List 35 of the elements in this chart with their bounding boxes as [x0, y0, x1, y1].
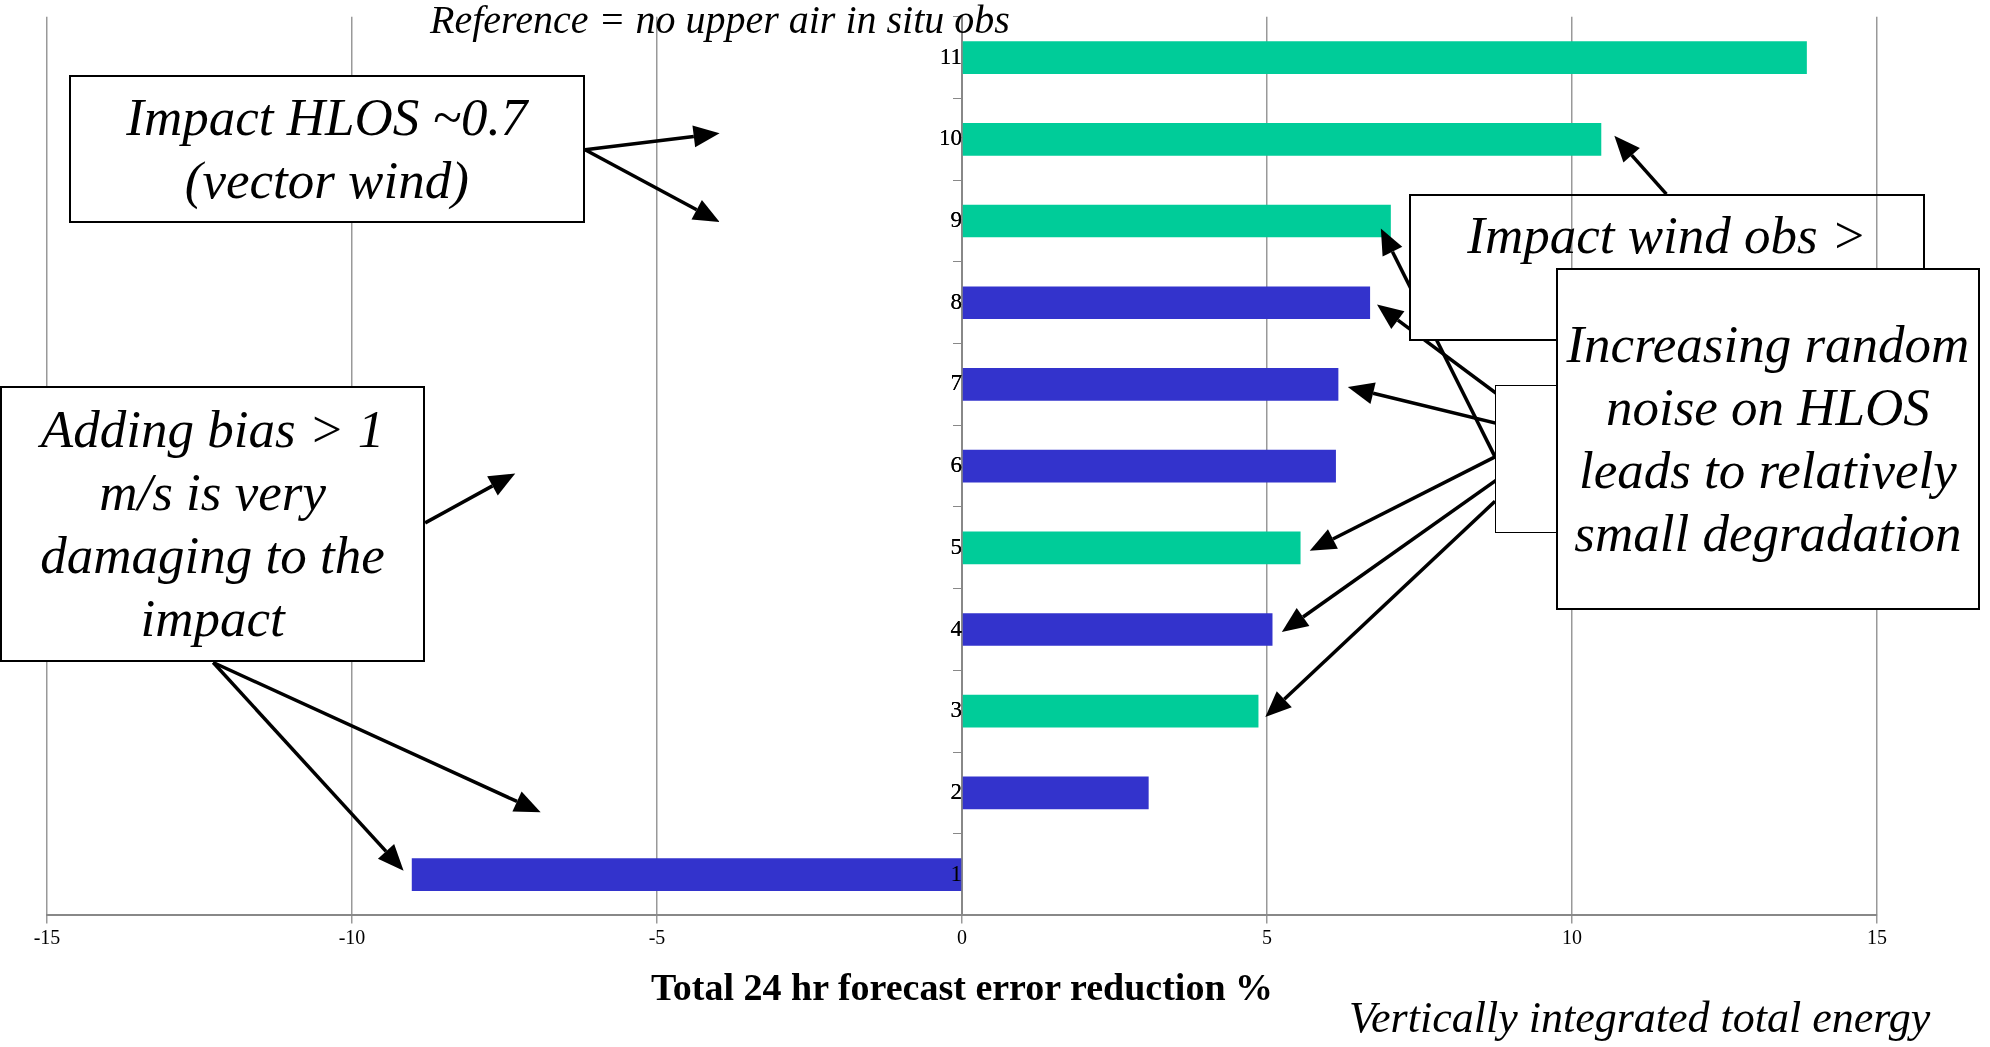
bar — [962, 204, 1391, 238]
chart-title: Reference = no upper air in situ obs — [430, 0, 1010, 43]
text-box: Increasing random noise on HLOS leads to relatively small degradation — [1555, 267, 1980, 611]
bar — [962, 368, 1339, 401]
y-tick-label: 8 — [950, 288, 962, 314]
bar — [962, 613, 1273, 646]
x-tick-label: 15 — [1867, 925, 1887, 948]
x-tick-label: 10 — [1562, 925, 1582, 948]
y-tick-label: 10 — [939, 125, 962, 151]
bar — [962, 286, 1371, 320]
y-tick-label: 5 — [950, 533, 962, 559]
text: Vertically integrated total energy — [1349, 992, 1931, 1044]
y-tick-label: 4 — [950, 615, 963, 641]
y-tick-label: 7 — [950, 370, 962, 396]
bar — [962, 776, 1149, 810]
y-tick-label: 9 — [950, 207, 962, 233]
y-tick-label: 6 — [950, 452, 962, 478]
bar — [962, 123, 1602, 156]
x-tick-label: -10 — [338, 925, 366, 948]
y-tick-label: 1 — [950, 860, 962, 886]
y-tick-label: 2 — [950, 778, 962, 804]
y-tick-label: 3 — [950, 697, 962, 723]
x-tick-label: -5 — [648, 925, 666, 948]
x-tick-label: 5 — [1262, 925, 1272, 948]
bar — [962, 41, 1807, 74]
x-tick-label: -15 — [33, 925, 61, 948]
bar — [411, 858, 962, 891]
bar — [962, 449, 1336, 483]
bar — [962, 531, 1301, 565]
bar — [962, 694, 1259, 728]
x-tick-label: 0 — [957, 925, 967, 948]
text-box: Adding bias > 1 m/s is very damaging to the impact — [0, 385, 426, 663]
y-tick-label: 11 — [939, 43, 962, 69]
text-box: Impact HLOS ~0.7 (vector wind) — [68, 74, 586, 224]
x-axis-title: Total 24 hr forecast error reduction % — [650, 966, 1274, 1009]
